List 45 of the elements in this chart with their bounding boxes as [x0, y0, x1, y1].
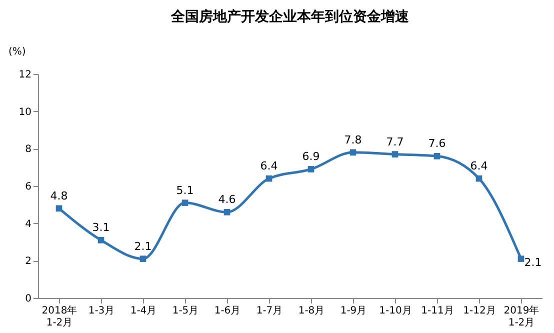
point: [266, 175, 272, 182]
point: [434, 152, 440, 160]
point: [350, 149, 356, 156]
x-tick-label: 1-12月: [463, 306, 496, 316]
data-label: 3.1: [92, 221, 110, 234]
chart-title: 全国房地产开发企业本年到位资金增速: [170, 8, 410, 25]
y-tick-label: 12: [18, 70, 32, 80]
data-label: 6.9: [302, 150, 320, 164]
y-axis-title: (%): [8, 46, 26, 58]
x-tick-label: 2018年 1-2月: [42, 304, 78, 328]
data-label: 4.6: [218, 193, 236, 206]
point: [182, 200, 188, 206]
y-tick-label: 0: [25, 294, 32, 304]
data-label: 7.8: [344, 133, 362, 146]
point: [476, 175, 482, 182]
x-tick-label: 2019年 1-2月: [504, 304, 540, 328]
x-tick-label: 1-4月: [130, 306, 157, 316]
data-label: 7.7: [386, 135, 404, 148]
x-tick-label: 1-6月: [214, 306, 241, 316]
x-tick-label: 1-7月: [256, 306, 283, 316]
point: [518, 256, 524, 262]
y-tick-label: 10: [18, 106, 32, 118]
point: [140, 256, 146, 262]
data-label: 7.6: [428, 137, 446, 150]
x-tick-label: 1-5月: [172, 306, 199, 316]
point: [392, 151, 398, 158]
y-tick-label: 8: [25, 144, 32, 156]
x-tick-label: 1-9月: [340, 306, 367, 316]
data-label: 5.1: [176, 184, 194, 197]
data-label: 4.8: [50, 189, 68, 202]
x-tick-label: 1-10月: [379, 306, 412, 316]
y-tick-label: 6: [25, 182, 32, 192]
y-tick-label: 4: [25, 218, 32, 230]
point: [308, 166, 314, 172]
point: [98, 236, 104, 244]
data-label: 6.4: [470, 160, 488, 173]
x-tick-label: 1-8月: [298, 306, 325, 316]
y-tick-label: 2: [25, 256, 32, 268]
x-tick-label: 1-11月: [421, 306, 454, 316]
x-tick-label: 1-3月: [88, 306, 115, 316]
data-label: 6.4: [260, 160, 278, 173]
point: [56, 205, 62, 212]
data-label: 2.1: [134, 240, 152, 253]
point: [224, 208, 230, 216]
data-label: 2.1: [524, 256, 542, 269]
